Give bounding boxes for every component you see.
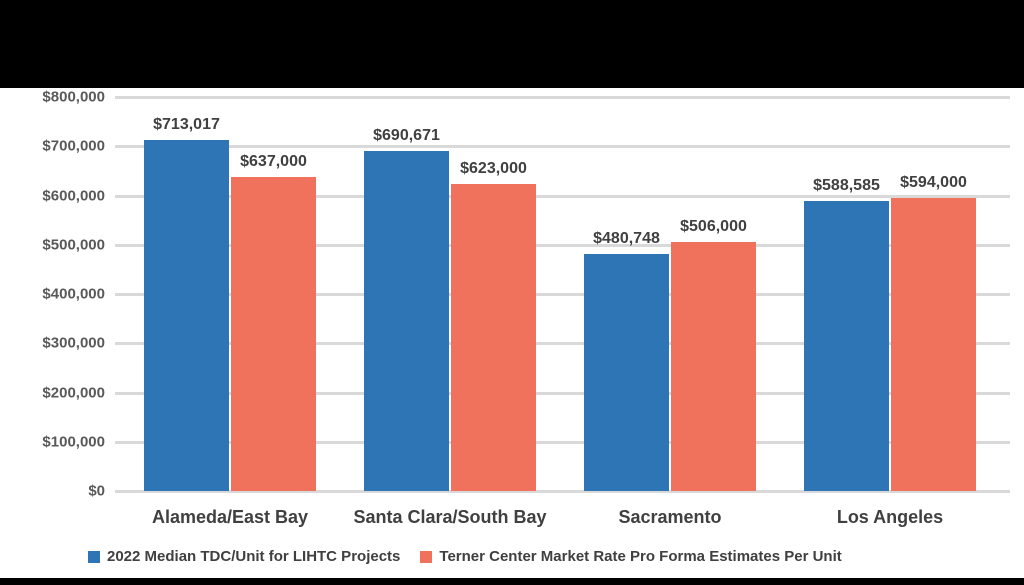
legend-label: 2022 Median TDC/Unit for LIHTC Projects (107, 548, 401, 565)
category-label-alameda-east-bay: Alameda/East Bay (151, 507, 309, 527)
bar-value-label: $594,000 (900, 174, 967, 192)
legend-item-1: 2022 Median TDC/Unit for LIHTC Projects (88, 548, 400, 565)
legend-item-2: Terner Center Market Rate Pro Forma Esti… (420, 548, 842, 565)
gridline-500000 (115, 243, 1010, 247)
gridline-100000 (115, 440, 1010, 444)
y-tick-label: $500,000 (42, 236, 105, 254)
category-label-sacramento: Sacramento (618, 507, 722, 527)
bar-series1-alameda-east-bay (144, 139, 229, 491)
bar-value-label: $480,748 (593, 230, 660, 248)
y-tick-label: $300,000 (42, 334, 105, 352)
legend-label: Terner Center Market Rate Pro Forma Esti… (439, 548, 842, 565)
y-tick-label: $800,000 (42, 88, 105, 106)
gridline-600000 (115, 194, 1010, 198)
y-tick-label: $0 (88, 482, 105, 500)
bar-value-label: $713,017 (153, 115, 220, 133)
y-tick-label: $200,000 (42, 384, 105, 401)
bar-value-label: $506,000 (680, 217, 747, 235)
y-tick-label: $700,000 (42, 137, 105, 155)
bar-value-label: $623,000 (460, 160, 527, 178)
bar-value-label: $690,671 (373, 126, 440, 144)
y-tick-label: $400,000 (42, 285, 105, 303)
bar-series1-los-angeles (804, 201, 889, 491)
legend-swatch-icon (420, 550, 433, 563)
gridline-800000 (115, 96, 1010, 99)
category-label-santa-clara-south-bay: Santa Clara/South Bay (353, 507, 547, 527)
legend-swatch-icon (88, 550, 100, 563)
bar-value-label: $637,000 (240, 153, 307, 171)
bar-value-label: $588,585 (813, 177, 880, 195)
plot-area: $0 $100,000 $200,000 $300,000 $400,000 $500,0… (0, 88, 1024, 578)
gridline-400000 (115, 293, 1010, 296)
bar-series2-los-angeles (891, 198, 976, 491)
y-tick-label: $600,000 (42, 187, 105, 204)
category-label-los-angeles: Los Angeles (836, 507, 944, 527)
gridline-300000 (115, 342, 1010, 346)
gridline-200000 (115, 391, 1010, 395)
y-tick-label: $100,000 (42, 433, 105, 451)
chart-legend: 2022 Median TDC/Unit for LIHTC Projects T… (88, 548, 842, 565)
bar-series2-alameda-east-bay (231, 177, 316, 491)
bar-series1-santa-clara-south-bay (364, 150, 449, 491)
bar-series2-sacramento (671, 241, 756, 491)
gridline-0 (115, 490, 1010, 493)
chart-canvas: $0 $100,000 $200,000 $300,000 $400,000 $500,0… (0, 88, 1024, 578)
gridline-700000 (115, 145, 1010, 149)
bar-series1-sacramento (584, 254, 669, 491)
bar-series2-santa-clara-south-bay (451, 184, 536, 491)
